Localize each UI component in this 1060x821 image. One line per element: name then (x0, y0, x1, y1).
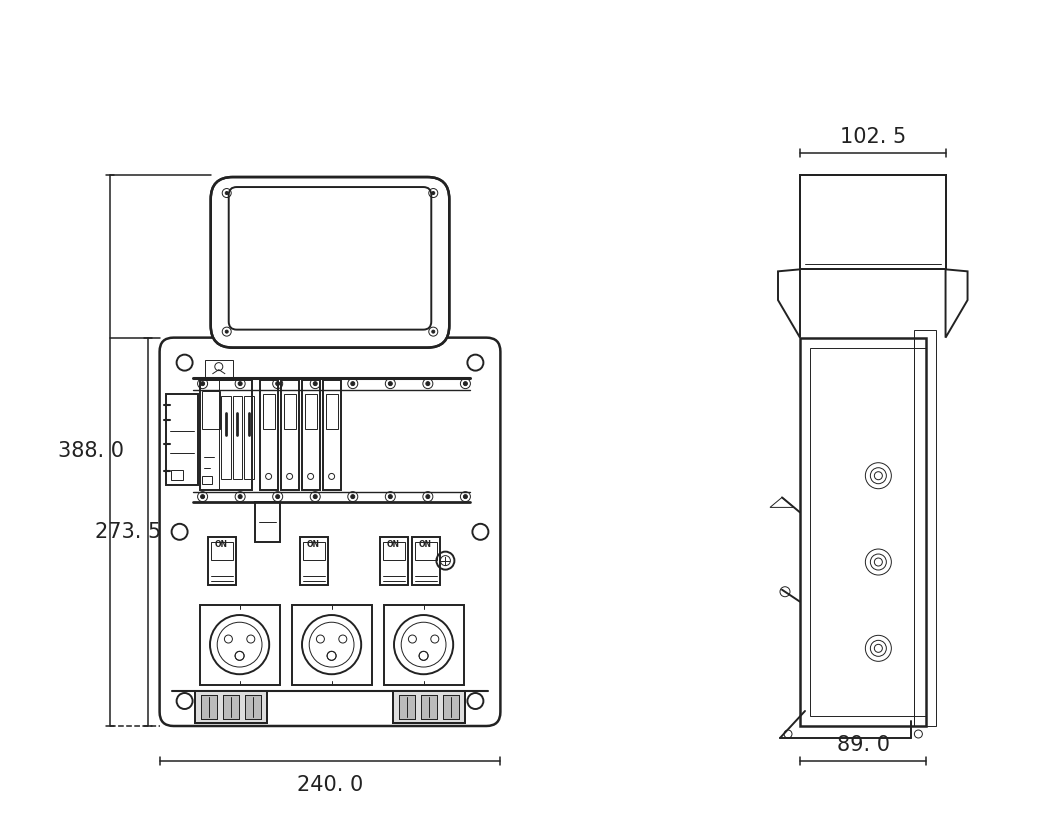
Circle shape (351, 382, 355, 386)
Circle shape (351, 494, 355, 498)
Bar (400, 695, 416, 719)
Circle shape (388, 382, 392, 386)
Circle shape (313, 494, 317, 498)
Circle shape (431, 330, 435, 333)
Bar (284, 394, 296, 429)
Bar (223, 695, 238, 719)
Bar (223, 695, 238, 719)
Bar (195, 691, 267, 723)
Bar (222, 396, 231, 479)
Bar (263, 394, 275, 429)
Bar (325, 394, 337, 429)
Bar (443, 695, 459, 719)
Bar (414, 543, 437, 560)
Text: ON: ON (419, 540, 432, 548)
Bar (205, 360, 233, 379)
Bar (400, 695, 416, 719)
Bar (292, 604, 372, 685)
Circle shape (235, 651, 244, 660)
Bar (200, 695, 216, 719)
Bar (281, 379, 299, 489)
Bar (302, 543, 324, 560)
Text: 102. 5: 102. 5 (840, 127, 906, 147)
Bar (200, 695, 216, 719)
Bar (800, 337, 926, 726)
Bar (422, 695, 438, 719)
Circle shape (426, 382, 430, 386)
Bar (300, 537, 328, 585)
Bar (244, 396, 253, 479)
Bar (233, 396, 242, 479)
Text: 89. 0: 89. 0 (836, 735, 889, 755)
Circle shape (238, 382, 242, 386)
Bar (915, 329, 936, 726)
Bar (302, 379, 320, 489)
Bar (211, 543, 232, 560)
Bar (384, 604, 463, 685)
Bar (800, 175, 946, 269)
Bar (195, 691, 267, 723)
Circle shape (463, 382, 467, 386)
Circle shape (276, 382, 280, 386)
FancyBboxPatch shape (211, 177, 449, 347)
Circle shape (431, 191, 435, 195)
Bar (260, 379, 278, 489)
Bar (422, 695, 438, 719)
Bar (208, 537, 235, 585)
Circle shape (328, 651, 336, 660)
Bar (201, 391, 219, 429)
Circle shape (200, 382, 205, 386)
Text: ON: ON (307, 540, 320, 548)
Circle shape (463, 494, 467, 498)
Bar (245, 695, 261, 719)
Bar (393, 691, 465, 723)
Bar (201, 476, 212, 484)
Text: 240. 0: 240. 0 (297, 775, 364, 795)
Circle shape (388, 494, 392, 498)
Bar (165, 394, 197, 484)
Bar (393, 691, 465, 723)
Bar (199, 379, 251, 489)
Circle shape (225, 191, 228, 195)
Bar (800, 175, 946, 269)
Circle shape (313, 382, 317, 386)
Bar (171, 470, 182, 479)
Text: ON: ON (215, 540, 228, 548)
Circle shape (419, 651, 428, 660)
Bar (379, 537, 408, 585)
Circle shape (225, 330, 228, 333)
Bar (254, 502, 280, 542)
Circle shape (200, 494, 205, 498)
Bar (322, 379, 340, 489)
Circle shape (238, 494, 242, 498)
Bar (199, 604, 280, 685)
Circle shape (426, 494, 430, 498)
Circle shape (276, 494, 280, 498)
Text: 388. 0: 388. 0 (57, 441, 124, 461)
Bar (383, 543, 405, 560)
Bar (304, 394, 317, 429)
Text: 273. 5: 273. 5 (95, 522, 161, 542)
Bar (810, 347, 926, 716)
Bar (245, 695, 261, 719)
Bar (443, 695, 459, 719)
Bar (411, 537, 440, 585)
Text: ON: ON (387, 540, 400, 548)
